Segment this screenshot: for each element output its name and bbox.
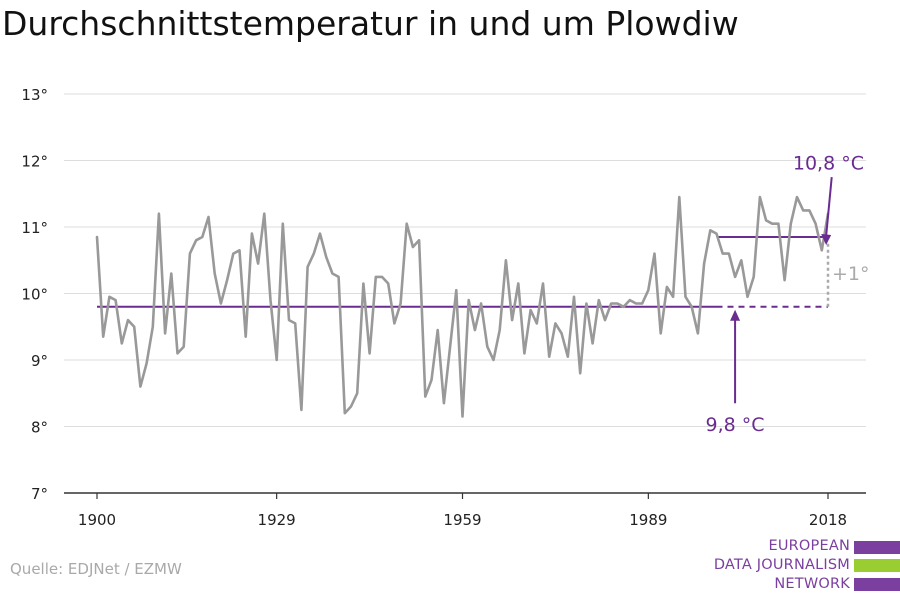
y-tick-label: 10° [21, 286, 48, 304]
recent-annotation-arrow-shaft [825, 177, 833, 237]
x-tick-label: 2018 [809, 511, 847, 529]
logo-line-2: DATA JOURNALISM [713, 557, 850, 573]
y-tick-label: 9° [31, 352, 48, 370]
y-tick-label: 8° [31, 419, 48, 437]
line-chart: 7°8°9°10°11°12°13° 1900 1929 1959 1989 2018 … [21, 86, 870, 529]
y-tick-label: 7° [31, 485, 48, 503]
x-tick-label: 1989 [629, 511, 667, 529]
logo-bar-purple-bottom [854, 578, 900, 591]
temperature-series-line [95, 195, 830, 418]
y-tick-label: 13° [21, 86, 48, 104]
source-note: Quelle: EDJNet / EZMW [10, 560, 182, 578]
y-tick-label: 11° [21, 219, 48, 237]
edjnet-logo: EUROPEAN DATA JOURNALISM NETWORK [700, 538, 900, 600]
annotations: 9,8 °C 10,8 °C +1° [706, 153, 870, 437]
difference-label: +1° [832, 263, 870, 285]
x-axis: 1900 1929 1959 1989 2018 [64, 492, 866, 529]
x-tick-label: 1959 [443, 511, 481, 529]
logo-line-3: NETWORK [774, 576, 850, 592]
logo-bar-green [854, 559, 900, 572]
page-title: Durchschnittstemperatur in und um Plowdi… [2, 4, 739, 43]
logo-line-1: EUROPEAN [768, 538, 850, 554]
reference-lines [97, 235, 830, 308]
x-tick-label: 1900 [78, 511, 116, 529]
baseline-value-label: 9,8 °C [706, 414, 765, 436]
logo-bar-purple-top [854, 541, 900, 554]
baseline-annotation-arrowhead [730, 309, 741, 321]
y-axis-ticks: 7° 8° 9° 10° 11° 12° 13° [21, 86, 48, 503]
recent-annotation-arrowhead [821, 233, 832, 245]
x-tick-label: 1929 [258, 511, 296, 529]
y-tick-label: 12° [21, 153, 48, 171]
recent-value-label: 10,8 °C [793, 153, 864, 175]
